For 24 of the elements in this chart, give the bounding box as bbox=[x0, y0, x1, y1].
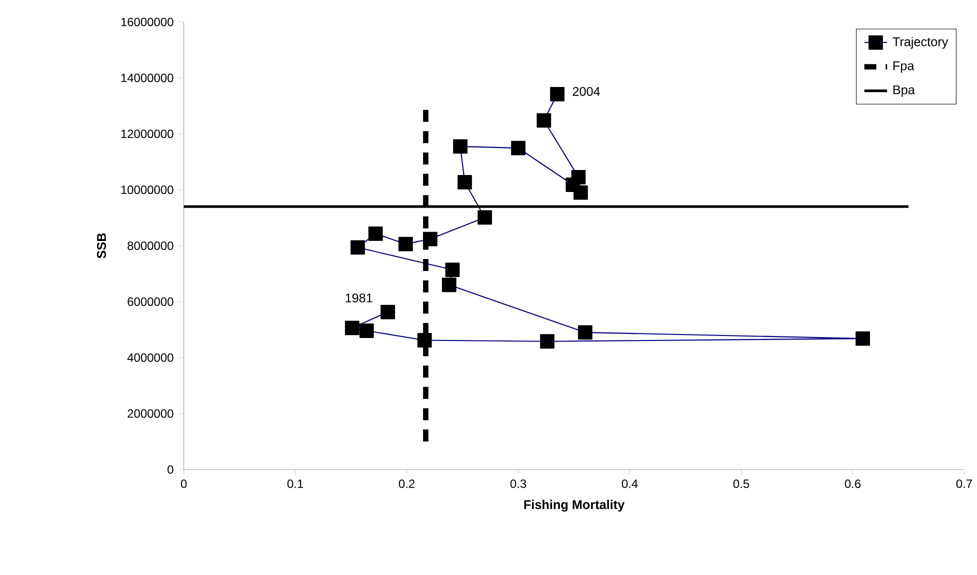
y-tick-label: 16000000 bbox=[121, 18, 174, 26]
x-tick-label: 0.5 bbox=[733, 479, 750, 488]
annotation: 1981 bbox=[346, 293, 372, 302]
x-tick-label: 0 bbox=[180, 479, 187, 488]
legend-label: Bpa bbox=[893, 85, 915, 97]
y-tick-label: 6000000 bbox=[128, 297, 174, 306]
x-tick-label: 0.6 bbox=[844, 479, 861, 488]
y-tick-label: 2000000 bbox=[128, 409, 174, 418]
y-tick-label: 14000000 bbox=[121, 73, 174, 82]
y-tick-label: 4000000 bbox=[127, 353, 174, 362]
x-tick-label: 0.7 bbox=[956, 479, 972, 488]
x-tick-label: 0.2 bbox=[398, 479, 414, 488]
y-tick-label: 12000000 bbox=[121, 129, 174, 138]
annotation: 2004 bbox=[572, 86, 600, 96]
x-axis-title: Fishing Mortality bbox=[524, 500, 625, 512]
y-tick-label: 8000000 bbox=[128, 241, 174, 250]
x-tick-label: 0.4 bbox=[622, 479, 638, 488]
x-tick-label: 0.1 bbox=[287, 479, 304, 488]
legend-label: Fpa bbox=[893, 61, 914, 73]
x-tick-label: 0.3 bbox=[510, 479, 526, 488]
y-axis-title: SSB bbox=[96, 233, 106, 258]
legend-label: Trajectory bbox=[892, 36, 948, 49]
y-tick-label: 0 bbox=[168, 465, 174, 474]
y-tick-label: 10000000 bbox=[121, 185, 174, 194]
